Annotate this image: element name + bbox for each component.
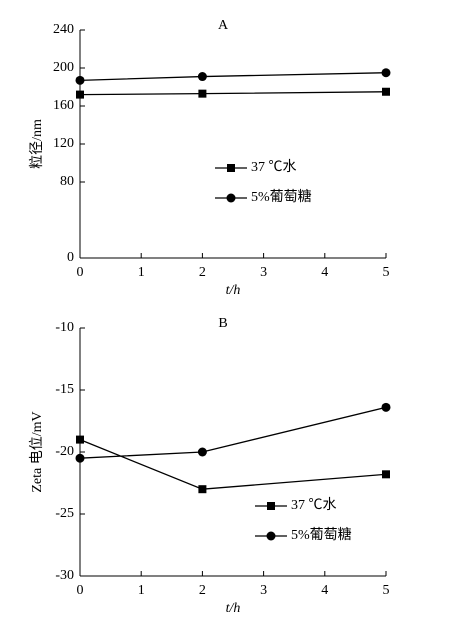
- y-tick-label: -30: [55, 568, 74, 583]
- y-tick-label: 80: [60, 174, 74, 189]
- marker: [267, 502, 275, 510]
- y-tick-label: -10: [55, 320, 74, 335]
- x-tick-label: 0: [77, 265, 84, 280]
- marker: [197, 72, 207, 82]
- x-tick-label: 4: [321, 583, 328, 598]
- marker: [266, 531, 276, 541]
- y-tick-label: 240: [53, 22, 74, 37]
- x-tick-label: 5: [383, 265, 390, 280]
- y-tick-label: 120: [53, 136, 74, 151]
- y-tick-label: 200: [53, 60, 74, 75]
- marker: [197, 447, 207, 457]
- y-axis-label: 粒径/nm: [29, 119, 45, 169]
- marker: [227, 164, 235, 172]
- series-line: [79, 72, 387, 81]
- marker: [75, 75, 85, 85]
- marker: [382, 87, 390, 96]
- marker: [198, 485, 207, 494]
- series-line: [79, 91, 387, 96]
- x-tick-label: 4: [321, 265, 328, 280]
- marker: [226, 193, 236, 203]
- y-tick-label: 160: [53, 98, 74, 113]
- y-tick-label: -15: [55, 382, 74, 397]
- x-axis-label: t/h: [226, 283, 241, 298]
- x-tick-label: 2: [199, 265, 206, 280]
- chart-title: A: [218, 18, 229, 33]
- chart-title: B: [218, 316, 227, 331]
- legend-label: 5%葡萄糖: [291, 527, 352, 543]
- marker: [76, 435, 84, 444]
- marker: [381, 68, 391, 78]
- x-tick-label: 1: [138, 583, 145, 598]
- y-tick-label: -25: [55, 506, 74, 521]
- legend-label: 37 ℃水: [291, 497, 337, 513]
- marker: [198, 89, 207, 98]
- x-tick-label: 5: [383, 583, 390, 598]
- marker: [76, 90, 84, 99]
- x-tick-label: 3: [260, 265, 267, 280]
- x-tick-label: 1: [138, 265, 145, 280]
- series-line: [79, 406, 387, 459]
- legend-label: 37 ℃水: [251, 159, 297, 175]
- marker: [381, 402, 391, 412]
- y-tick-label: -20: [55, 444, 74, 459]
- y-axis-label: Zeta 电位/mV: [29, 411, 45, 492]
- marker: [75, 453, 85, 463]
- x-tick-label: 3: [260, 583, 267, 598]
- marker: [382, 470, 390, 479]
- x-tick-label: 0: [77, 583, 84, 598]
- x-tick-label: 2: [199, 583, 206, 598]
- legend-label: 5%葡萄糖: [251, 189, 312, 205]
- x-axis-label: t/h: [226, 601, 241, 616]
- series-line: [79, 438, 387, 490]
- y-tick-label: 0: [67, 250, 74, 265]
